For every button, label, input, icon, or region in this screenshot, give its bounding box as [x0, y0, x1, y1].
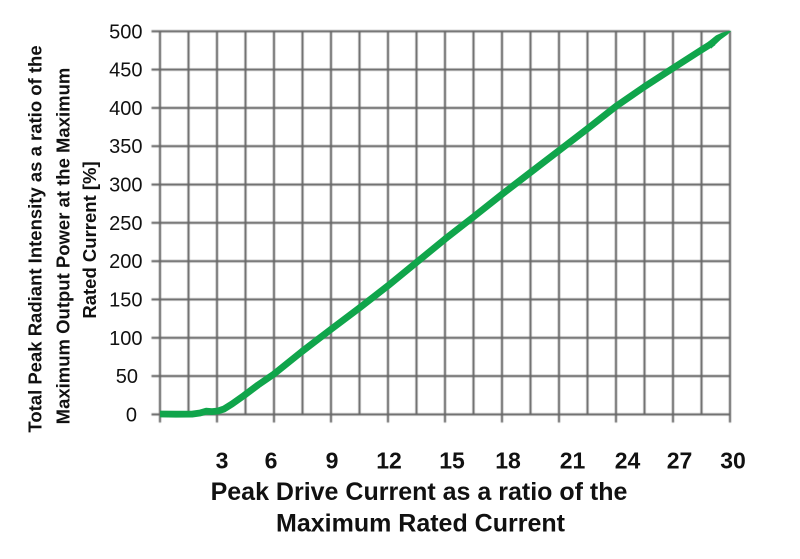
svg-text:Total Peak Radiant Intensity a: Total Peak Radiant Intensity as a ratio … [25, 45, 46, 432]
svg-text:400: 400 [109, 98, 142, 120]
svg-text:250: 250 [109, 213, 142, 235]
svg-text:Rated Current [%]: Rated Current [%] [79, 161, 100, 318]
svg-text:350: 350 [109, 136, 142, 158]
svg-text:9: 9 [326, 448, 339, 474]
svg-text:100: 100 [109, 328, 142, 350]
svg-text:300: 300 [109, 175, 142, 197]
svg-text:200: 200 [109, 251, 142, 273]
svg-text:Maximum Output Power at the Ma: Maximum Output Power at the Maximum [53, 68, 74, 425]
svg-text:18: 18 [495, 448, 521, 474]
svg-text:21: 21 [560, 448, 586, 474]
svg-text:450: 450 [109, 60, 142, 82]
svg-text:Peak Drive Current as a ratio: Peak Drive Current as a ratio of the [211, 478, 628, 506]
svg-text:50: 50 [116, 366, 138, 388]
svg-text:3: 3 [216, 448, 229, 474]
svg-text:0: 0 [126, 404, 137, 426]
svg-text:24: 24 [615, 448, 641, 474]
svg-text:6: 6 [265, 448, 278, 474]
svg-text:12: 12 [376, 448, 402, 474]
svg-text:15: 15 [439, 448, 465, 474]
svg-text:500: 500 [109, 21, 142, 43]
svg-text:150: 150 [109, 290, 142, 312]
svg-text:27: 27 [667, 448, 693, 474]
svg-text:Maximum Rated Current: Maximum Rated Current [276, 510, 566, 538]
svg-text:30: 30 [720, 448, 746, 474]
